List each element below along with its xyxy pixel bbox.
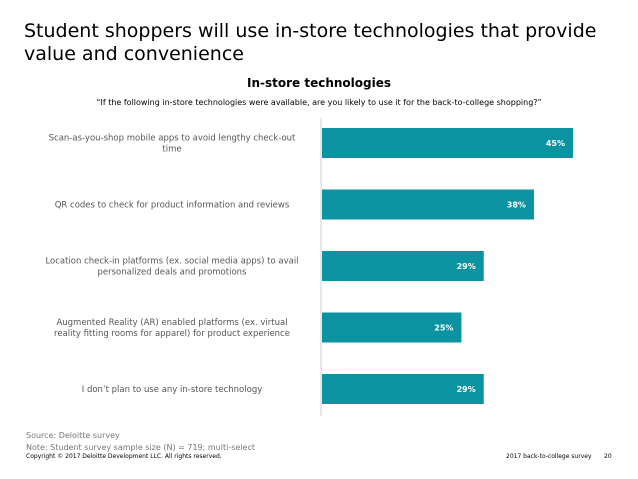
bar xyxy=(322,312,462,343)
category-label: Location check-in platforms (ex. social … xyxy=(45,257,298,278)
sample-note: Note: Student survey sample size (N) = 7… xyxy=(26,443,255,452)
category-label: Scan-as-you-shop mobile apps to avoid le… xyxy=(49,134,296,155)
data-label: 38% xyxy=(507,201,526,210)
survey-name: 2017 back-to-college survey xyxy=(506,453,592,460)
bar xyxy=(322,374,484,404)
data-label: 25% xyxy=(434,324,453,333)
chart-title: In-store technologies xyxy=(246,76,391,90)
source-note: Source: Deloitte survey xyxy=(26,431,120,440)
data-label: 29% xyxy=(457,262,476,271)
category-label: Augmented Reality (AR) enabled platforms… xyxy=(54,318,290,339)
data-label: 29% xyxy=(457,385,476,394)
category-label: QR codes to check for product informatio… xyxy=(55,201,290,211)
chart-subtitle: “If the following in-store technologies … xyxy=(96,98,542,107)
slide-title: Student shoppers will use in-store techn… xyxy=(24,20,597,65)
data-label: 45% xyxy=(546,139,565,148)
bar xyxy=(322,251,484,281)
copyright-text: Copyright © 2017 Deloitte Development LL… xyxy=(26,453,222,460)
bar xyxy=(322,189,534,220)
bar xyxy=(322,128,573,158)
page-number: 20 xyxy=(604,453,612,460)
category-label: I don’t plan to use any in-store technol… xyxy=(82,385,263,395)
